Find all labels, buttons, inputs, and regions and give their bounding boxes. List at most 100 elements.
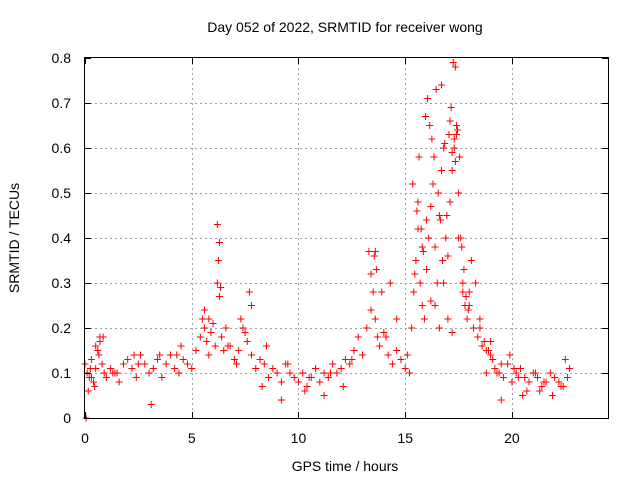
data-point: [433, 279, 441, 287]
data-point: [411, 270, 419, 278]
data-point: [348, 356, 356, 363]
data-point: [359, 351, 367, 359]
data-point: [86, 365, 94, 372]
data-point: [158, 374, 166, 381]
data-point: [316, 378, 324, 386]
data-point: [416, 279, 424, 287]
data-point: [386, 279, 394, 287]
data-point: [397, 356, 405, 363]
y-tick-labels: 0 0.1 0.2 0.3 0.4 0.5 0.6 0.7 0.8: [52, 50, 72, 426]
data-point: [147, 401, 155, 408]
data-point: [198, 315, 206, 323]
data-point: [201, 324, 209, 332]
data-point: [442, 234, 450, 242]
data-point: [548, 392, 556, 399]
data-point: [470, 324, 478, 332]
data-point: [239, 324, 247, 332]
data-point: [458, 243, 466, 251]
data-point: [337, 365, 345, 372]
data-point: [450, 135, 458, 143]
data-point: [294, 378, 302, 386]
data-point: [432, 86, 440, 93]
data-point: [534, 374, 542, 381]
data-point: [213, 221, 221, 228]
data-point: [425, 234, 433, 242]
data-point: [241, 329, 249, 336]
data-point: [476, 315, 484, 323]
data-point: [341, 356, 349, 363]
data-point: [459, 288, 467, 296]
data-point: [523, 387, 531, 395]
data-point: [435, 324, 443, 332]
data-point: [464, 306, 472, 314]
data-point: [233, 360, 241, 368]
data-point: [382, 333, 390, 341]
data-point: [437, 81, 445, 89]
data-point: [320, 369, 328, 377]
data-point: [561, 356, 569, 363]
data-point: [237, 315, 245, 323]
data-point: [248, 351, 256, 359]
data-point: [474, 333, 482, 341]
data-point: [243, 338, 251, 345]
x-tick-label: 15: [397, 430, 413, 446]
data-point: [463, 315, 471, 323]
grid: [85, 58, 608, 418]
data-point: [531, 369, 539, 377]
data-point: [497, 360, 505, 368]
y-tick-label: 0.8: [52, 50, 72, 66]
data-point: [566, 365, 574, 372]
data-point: [459, 279, 467, 287]
data-point: [258, 383, 266, 390]
data-point: [417, 225, 425, 233]
data-point: [91, 383, 99, 390]
data-point: [480, 338, 488, 345]
x-tick-labels: 0 5 10 15 20: [81, 430, 520, 446]
data-point: [437, 167, 445, 174]
data-point: [413, 207, 421, 215]
data-point: [482, 369, 490, 377]
data-point: [376, 342, 384, 350]
data-point: [434, 189, 442, 197]
data-point: [183, 360, 191, 368]
data-point: [92, 342, 100, 350]
data-point: [156, 351, 164, 359]
data-point: [98, 360, 106, 368]
data-point: [405, 369, 413, 377]
data-point: [90, 378, 98, 386]
x-tick-label: 20: [504, 430, 520, 446]
data-point: [256, 356, 264, 363]
data-point: [378, 288, 386, 296]
data-point: [504, 360, 512, 368]
data-point: [350, 347, 358, 354]
data-point: [447, 104, 455, 111]
data-point: [171, 365, 179, 372]
data-point: [339, 383, 347, 390]
data-point: [145, 369, 153, 377]
data-point: [401, 365, 409, 372]
data-point: [290, 374, 298, 381]
data-point: [262, 342, 270, 350]
data-point: [188, 365, 196, 372]
data-point: [179, 356, 187, 363]
data-point: [403, 351, 411, 359]
data-point: [224, 342, 232, 350]
data-point: [252, 365, 260, 372]
data-point: [446, 117, 454, 125]
data-point: [107, 365, 115, 372]
data-point: [205, 315, 213, 323]
data-point: [175, 369, 183, 377]
data-point: [196, 333, 204, 341]
data-point: [429, 180, 437, 188]
data-point: [134, 360, 142, 368]
data-point: [510, 365, 518, 372]
data-point: [87, 356, 95, 363]
y-tick-label: 0.5: [52, 185, 72, 201]
data-point: [487, 338, 495, 345]
data-point: [367, 306, 375, 314]
data-point: [149, 365, 157, 372]
data-point: [205, 351, 213, 359]
data-point: [506, 351, 514, 359]
data-point: [557, 383, 565, 390]
data-point: [420, 315, 428, 323]
